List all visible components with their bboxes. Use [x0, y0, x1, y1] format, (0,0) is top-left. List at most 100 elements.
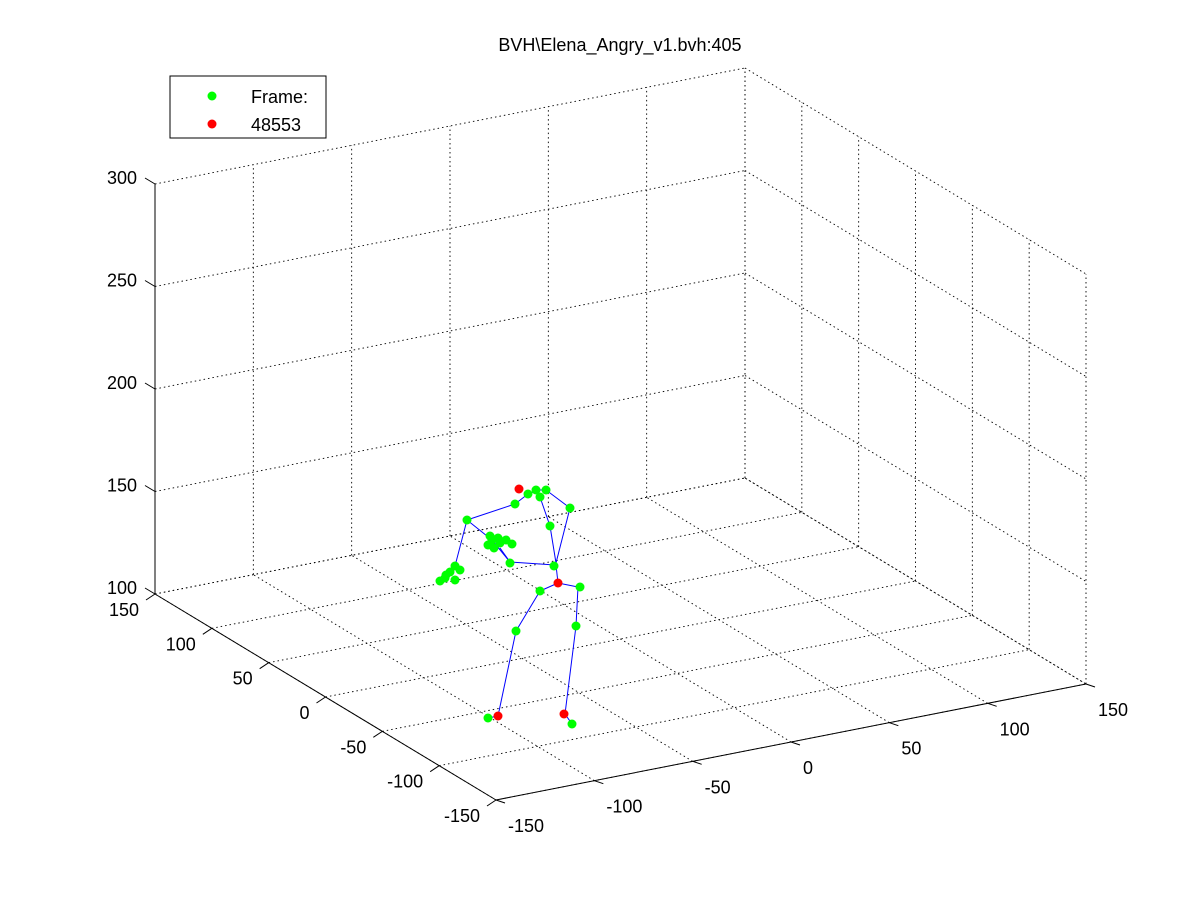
bone-segment [564, 625, 577, 715]
y-tick-label: 100 [166, 634, 196, 654]
bone-segment [497, 630, 517, 717]
joint-marker [489, 543, 499, 553]
joint-marker [545, 521, 555, 531]
highlight-joint-marker [493, 711, 503, 721]
z-tick [144, 485, 156, 492]
bone-segment [539, 496, 551, 527]
z-tick-label: 100 [107, 578, 137, 598]
joint-marker [535, 492, 545, 502]
back-wall-gridline [154, 67, 746, 185]
bone-segment [549, 525, 557, 564]
bone-segment [454, 519, 468, 567]
legend-box [169, 75, 327, 139]
y-tick [202, 627, 213, 635]
z-tick-label: 150 [107, 476, 137, 496]
z-tick [144, 382, 156, 390]
joint-marker [455, 565, 465, 575]
x-tick [594, 780, 604, 785]
joint-marker [565, 503, 575, 513]
y-tick [259, 662, 269, 670]
right-wall-gridline [744, 375, 1087, 582]
x-tick [1085, 683, 1096, 688]
chart-title: BVH\Elena_Angry_v1.bvh:405 [498, 35, 741, 56]
z-tick-label: 300 [107, 168, 137, 188]
z-tick-label: 200 [107, 373, 137, 393]
floor-gridline [351, 554, 693, 762]
y-tick [145, 593, 156, 601]
axes-layer [144, 177, 1096, 807]
x-tick-label: 0 [803, 758, 813, 778]
highlight-joint-marker [514, 484, 524, 494]
floor-gridline [449, 535, 792, 743]
floor-gridline [325, 580, 916, 698]
floor-gridline [211, 511, 802, 629]
x-tick-label: -100 [606, 797, 642, 817]
joint-marker [507, 539, 517, 549]
x-tick [790, 741, 801, 746]
back-wall-gridline [154, 375, 746, 492]
bone-segment [575, 586, 579, 627]
x-tick-label: -50 [705, 777, 731, 797]
floor-gridline [382, 614, 973, 732]
back-wall-gridline [154, 477, 746, 595]
x-tick [495, 799, 506, 804]
joint-marker [571, 621, 581, 631]
y-tick-label: -50 [340, 737, 366, 757]
floor-gridline [268, 546, 859, 664]
joint-marker [435, 576, 445, 586]
joint-marker [541, 485, 551, 495]
joint-marker [510, 499, 520, 509]
x-tick [987, 702, 997, 707]
y-tick-label: -100 [387, 772, 423, 792]
legend-marker-green [207, 91, 217, 101]
x-tick [889, 722, 899, 727]
y-tick-label: -150 [444, 806, 480, 826]
z-tick [144, 280, 156, 287]
joint-marker [549, 561, 559, 571]
joint-marker [483, 713, 493, 723]
joint-marker [462, 515, 472, 525]
joint-marker [505, 558, 515, 568]
back-wall-gridline [154, 272, 746, 390]
bone-segment [555, 507, 571, 564]
joint-marker [531, 485, 541, 495]
x-tick-label: 100 [1000, 719, 1030, 739]
joint-marker [450, 575, 460, 585]
joint-marker [567, 719, 577, 729]
joint-marker [575, 582, 585, 592]
joint-marker [535, 586, 545, 596]
z-tick [144, 177, 156, 185]
y-tick [316, 696, 326, 704]
floor-gridline [439, 649, 1030, 767]
z-tick [144, 587, 156, 595]
z-tick-label: 250 [107, 271, 137, 291]
bone-segment [509, 561, 556, 566]
legend-marker-red [207, 119, 217, 129]
joint-marker [485, 531, 495, 541]
highlight-joint-marker [559, 709, 569, 719]
joint-marker [493, 533, 503, 543]
bone-segment [515, 590, 541, 632]
floor-gridline [548, 516, 890, 724]
back-wall-gridline [154, 170, 746, 287]
y-tick-label: 0 [299, 703, 309, 723]
y-tick [486, 799, 497, 807]
skeleton-plot [435, 484, 585, 729]
bone-segment [545, 489, 571, 509]
highlight-joint-marker [553, 578, 563, 588]
x-tick-label: 50 [901, 739, 921, 759]
joint-marker [441, 570, 451, 580]
legend-label-frame-number: 48553 [251, 115, 301, 135]
x-tick-label: 150 [1098, 700, 1128, 720]
floor-gridline [646, 496, 988, 704]
y-tick-label: 50 [233, 669, 253, 689]
y-tick [429, 765, 440, 773]
joint-marker [511, 626, 521, 636]
legend: Frame: 48553 [169, 75, 327, 139]
legend-label-frame: Frame: [251, 87, 308, 107]
right-wall-gridline [744, 272, 1087, 480]
joint-marker [523, 489, 533, 499]
y-tick [373, 730, 383, 738]
